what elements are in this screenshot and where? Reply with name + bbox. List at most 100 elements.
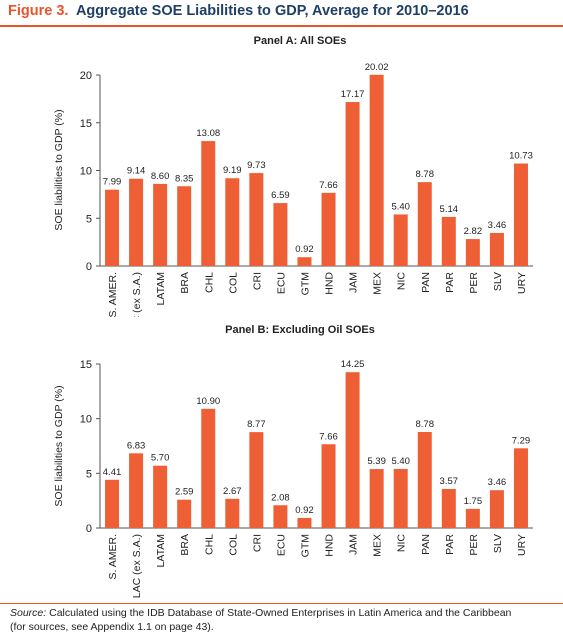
figure-title-text: Aggregate SOE Liabilities to GDP, Averag… — [75, 3, 469, 19]
bar — [105, 189, 120, 266]
bar-value-label: 2.82 — [464, 226, 483, 237]
x-tick-label: SLV — [492, 534, 504, 553]
y-tick-label: 5 — [86, 213, 92, 225]
bar-value-label: 2.08 — [271, 492, 290, 503]
bar — [129, 453, 144, 528]
x-tick-label: PAR — [444, 534, 456, 555]
bar-value-label: 7.66 — [319, 180, 338, 191]
bar-value-label: 8.35 — [175, 173, 194, 184]
bar-value-label: 5.40 — [391, 201, 410, 212]
title-rule — [0, 25, 563, 27]
x-tick-label: COL — [227, 534, 239, 556]
bar — [489, 490, 504, 528]
bar-value-label: 5.14 — [440, 204, 459, 215]
y-tick-label: 5 — [86, 468, 92, 480]
x-tick-label: PAR — [444, 272, 456, 293]
bar — [201, 141, 216, 266]
y-tick-label: 0 — [86, 261, 92, 273]
bar — [249, 432, 264, 528]
bar — [369, 469, 384, 528]
bar-value-label: 5.70 — [151, 453, 170, 464]
bar-value-label: 8.78 — [416, 419, 435, 430]
x-tick-label: GTM — [299, 534, 311, 557]
bar-value-label: 3.46 — [488, 220, 507, 231]
y-tick-label: 15 — [80, 118, 92, 130]
bar-value-label: 10.73 — [509, 151, 533, 162]
bar — [321, 192, 336, 266]
x-tick-label: JAM — [348, 534, 360, 555]
x-tick-label: COL — [227, 272, 239, 294]
bar-value-label: 1.75 — [464, 496, 483, 507]
bar-value-label: 7.29 — [512, 435, 531, 446]
bar-value-label: 8.77 — [247, 419, 266, 430]
x-tick-label: CHL — [203, 534, 215, 555]
bar-value-label: 20.02 — [365, 62, 389, 73]
y-tick-label: 0 — [86, 523, 92, 535]
bar-value-label: 8.78 — [416, 169, 435, 180]
bar-value-label: 0.92 — [295, 244, 314, 255]
y-axis-label: SOE liabilities to GDP (%) — [53, 385, 65, 506]
bar — [345, 102, 360, 267]
bar — [153, 183, 168, 266]
bar-value-label: 3.46 — [488, 477, 507, 488]
bar-value-label: 2.67 — [223, 486, 242, 497]
x-tick-label: PER — [468, 272, 480, 294]
bar-value-label: 6.83 — [127, 440, 146, 451]
panel-title: Panel B: Excluding Oil SOEs — [225, 324, 375, 336]
x-tick-label: LAC (ex S.A.) — [131, 272, 143, 317]
bar — [417, 182, 432, 266]
bar-value-label: 14.25 — [341, 359, 365, 370]
x-tick-label: URY — [516, 272, 528, 294]
x-tick-label: CRI — [251, 272, 263, 290]
bar-value-label: 13.08 — [196, 128, 220, 139]
bar — [297, 257, 312, 266]
bar-value-label: 9.19 — [223, 165, 242, 176]
bar — [513, 448, 528, 528]
bar — [441, 488, 456, 528]
bar — [129, 178, 144, 266]
y-tick-label: 10 — [80, 166, 92, 178]
figure-title: Figure 3. Aggregate SOE Liabilities to G… — [8, 3, 469, 19]
bar — [321, 444, 336, 528]
source-note: Source: Calculated using the IDB Databas… — [10, 606, 511, 634]
x-tick-label: GTM — [299, 272, 311, 295]
x-tick-label: PAN — [420, 534, 432, 555]
bar — [489, 232, 504, 266]
source-label: Source: — [10, 607, 47, 619]
bar — [369, 74, 384, 267]
x-tick-label: LATAM — [155, 534, 167, 567]
bar-value-label: 17.17 — [341, 89, 365, 100]
bar-value-label: 4.41 — [103, 467, 122, 478]
x-tick-label: ECU — [275, 272, 287, 294]
bar — [201, 408, 216, 528]
x-tick-label: S. AMER. — [107, 534, 119, 580]
x-tick-label: HND — [324, 272, 336, 295]
x-tick-label: ECU — [275, 534, 287, 556]
bar — [273, 505, 288, 528]
bar-value-label: 7.99 — [103, 177, 122, 188]
source-text-2: (for sources, see Appendix 1.1 on page 4… — [10, 621, 214, 633]
bar — [441, 216, 456, 266]
bar — [153, 465, 168, 528]
x-tick-label: PER — [468, 534, 480, 556]
x-tick-label: S. AMER. — [107, 272, 119, 317]
bar-value-label: 8.60 — [151, 171, 170, 182]
x-tick-label: BRA — [179, 534, 191, 556]
bar — [393, 468, 408, 528]
bar-value-label: 5.39 — [367, 456, 386, 467]
bar — [417, 432, 432, 528]
y-axis-label: SOE liabilities to GDP (%) — [53, 109, 65, 230]
x-tick-label: LAC (ex S.A.) — [131, 534, 143, 598]
figure-number: Figure 3. — [8, 3, 69, 19]
bar-value-label: 9.73 — [247, 160, 266, 171]
bar — [345, 372, 360, 528]
bar-value-label: 0.92 — [295, 505, 314, 516]
bar-value-label: 3.57 — [440, 476, 459, 487]
x-tick-label: SLV — [492, 272, 504, 291]
bar-value-label: 5.40 — [391, 456, 410, 467]
x-tick-label: PAN — [420, 272, 432, 293]
bar — [465, 239, 480, 266]
x-tick-label: JAM — [348, 272, 360, 293]
bar-value-label: 10.90 — [196, 396, 220, 407]
chart-panel-b: Panel B: Excluding Oil SOEs 0 5 10 15 SOE lia… — [53, 324, 533, 598]
